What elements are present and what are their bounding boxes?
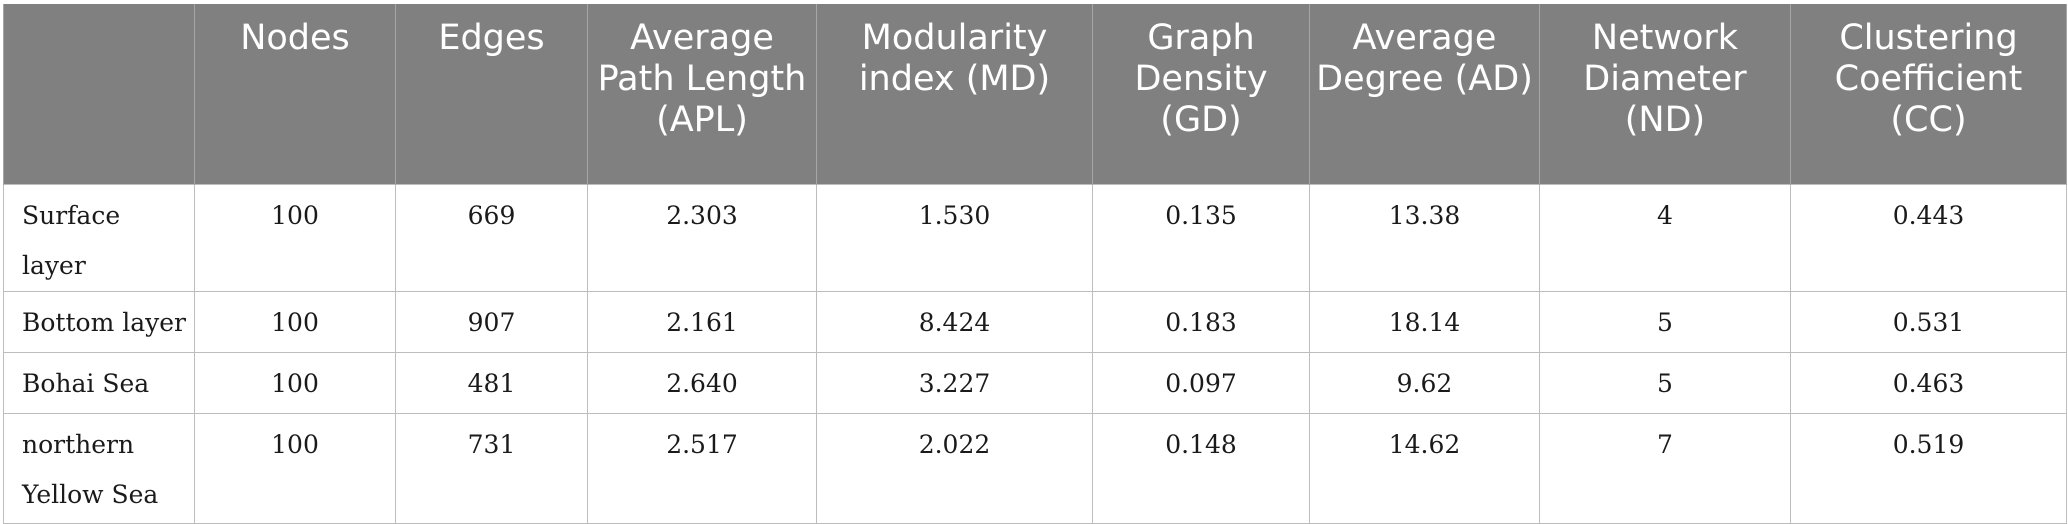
table-row: Bottom layer 100 907 2.161 8.424 0.183 1… (3, 290, 2067, 353)
table-row: Surface layer 100 669 2.303 1.530 0.135 … (3, 183, 2067, 292)
cell-apl: 2.161 (587, 290, 817, 353)
network-metrics-table: Nodes Edges Average Path Length (APL) Mo… (3, 4, 2067, 524)
cell-apl: 2.517 (587, 412, 817, 524)
cell-gd: 0.097 (1092, 351, 1310, 414)
cell-cc: 0.531 (1790, 290, 2067, 353)
cell-nodes: 100 (194, 351, 396, 414)
header-cell-ad: Average Degree (AD) (1309, 4, 1540, 184)
cell-apl: 2.303 (587, 183, 817, 292)
cell-md: 3.227 (816, 351, 1093, 414)
header-row: Nodes Edges Average Path Length (APL) Mo… (3, 4, 2067, 184)
table-row: northern Yellow Sea 100 731 2.517 2.022 … (3, 412, 2067, 524)
table-row: Bohai Sea 100 481 2.640 3.227 0.097 9.62… (3, 351, 2067, 414)
cell-edges: 669 (395, 183, 588, 292)
cell-nodes: 100 (194, 183, 396, 292)
row-label: Bohai Sea (3, 351, 195, 414)
row-label: northern Yellow Sea (3, 412, 195, 524)
cell-nd: 7 (1539, 412, 1791, 524)
cell-nodes: 100 (194, 412, 396, 524)
cell-gd: 0.183 (1092, 290, 1310, 353)
cell-nd: 5 (1539, 351, 1791, 414)
cell-nodes: 100 (194, 290, 396, 353)
row-label: Bottom layer (3, 290, 195, 353)
cell-cc: 0.519 (1790, 412, 2067, 524)
header-cell-nd: Network Diameter (ND) (1539, 4, 1791, 184)
cell-ad: 13.38 (1309, 183, 1540, 292)
header-cell-apl: Average Path Length (APL) (587, 4, 817, 184)
cell-ad: 18.14 (1309, 290, 1540, 353)
cell-edges: 731 (395, 412, 588, 524)
header-cell-md: Modularity index (MD) (816, 4, 1093, 184)
cell-md: 2.022 (816, 412, 1093, 524)
cell-nd: 5 (1539, 290, 1791, 353)
cell-edges: 481 (395, 351, 588, 414)
header-cell-empty (3, 4, 195, 184)
cell-edges: 907 (395, 290, 588, 353)
header-cell-gd: Graph Density (GD) (1092, 4, 1310, 184)
cell-md: 8.424 (816, 290, 1093, 353)
cell-gd: 0.148 (1092, 412, 1310, 524)
header-cell-cc: Clustering Coefficient (CC) (1790, 4, 2067, 184)
header-cell-nodes: Nodes (194, 4, 396, 184)
cell-cc: 0.463 (1790, 351, 2067, 414)
cell-cc: 0.443 (1790, 183, 2067, 292)
cell-gd: 0.135 (1092, 183, 1310, 292)
cell-nd: 4 (1539, 183, 1791, 292)
header-cell-edges: Edges (395, 4, 588, 184)
cell-apl: 2.640 (587, 351, 817, 414)
cell-ad: 9.62 (1309, 351, 1540, 414)
cell-ad: 14.62 (1309, 412, 1540, 524)
row-label: Surface layer (3, 183, 195, 292)
cell-md: 1.530 (816, 183, 1093, 292)
network-metrics-table-container: Nodes Edges Average Path Length (APL) Mo… (3, 4, 2067, 524)
